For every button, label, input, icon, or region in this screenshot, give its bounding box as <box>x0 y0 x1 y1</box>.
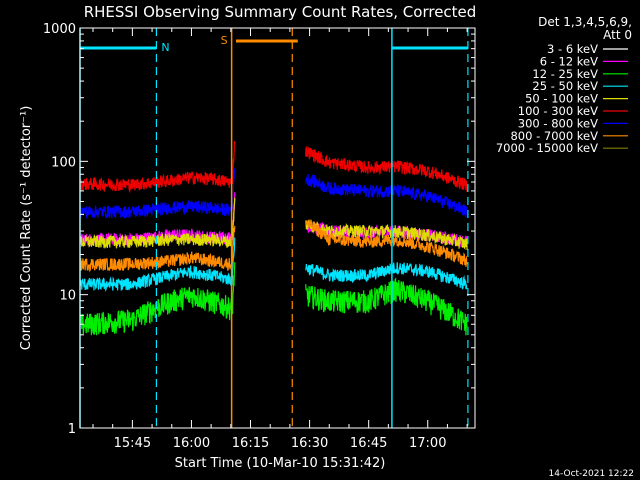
y-tick-label: 10 <box>59 289 76 304</box>
series-line-100-300-kev-part2 <box>305 146 468 193</box>
chart-title: RHESSI Observing Summary Count Rates, Co… <box>84 3 477 21</box>
x-tick-label: 16:00 <box>173 436 210 451</box>
x-axis-label: Start Time (10-Mar-10 15:31:42) <box>175 456 386 471</box>
series-line-25-50-kev-part1 <box>79 237 236 293</box>
legend-label: 12 - 25 keV <box>532 67 598 81</box>
plot-area: NS <box>79 28 469 428</box>
y-tick-label: 100 <box>51 155 76 170</box>
series-line-300-800-kev-part2 <box>305 173 468 218</box>
y-axis-label: Corrected Count Rate (s⁻¹ detector⁻¹) <box>19 106 34 351</box>
x-tick-label: 15:45 <box>114 436 151 451</box>
series-line-50-100-kev-part1 <box>79 197 236 249</box>
legend-header-line-1: Det 1,3,4,5,6,9, <box>538 15 632 29</box>
legend-label: 300 - 800 keV <box>518 116 598 130</box>
footer-date: 14-Oct-2021 12:22 <box>549 469 634 479</box>
saa-label: S <box>221 34 228 47</box>
series-line-12-25-kev-part1 <box>79 262 236 336</box>
x-tick-label: 16:30 <box>291 436 328 451</box>
series-line-100-300-kev-part1 <box>79 141 236 194</box>
x-tick-label: 16:45 <box>350 436 387 451</box>
axes: 1 10 100 1000 15:45 16:00 16:15 16:30 16:45 17:00 <box>43 22 476 451</box>
plot-frame <box>79 27 476 429</box>
legend-header-line-2: Att 0 <box>603 28 632 42</box>
x-tick-label: 16:15 <box>232 436 269 451</box>
series-line-800-7000-kev-part2 <box>305 219 468 267</box>
y-tick-label: 1000 <box>43 22 76 37</box>
legend-label: 800 - 7000 keV <box>510 129 598 143</box>
legend-label: 3 - 6 keV <box>547 42 598 56</box>
series-line-25-50-kev-part2 <box>305 262 468 290</box>
y-tick-label: 1 <box>68 422 76 437</box>
legend-label: 50 - 100 keV <box>525 92 598 106</box>
series-line-12-25-kev-part2 <box>305 277 468 336</box>
legend-label: 100 - 300 keV <box>518 104 598 118</box>
series-line-50-100-kev-part2 <box>305 219 468 251</box>
legend-label: 6 - 12 keV <box>540 54 598 68</box>
series-line-3-6-kev-part1 <box>79 208 236 262</box>
legend-label: 7000 - 15000 keV <box>496 141 598 155</box>
x-tick-label: 17:00 <box>409 436 446 451</box>
night-label: N <box>161 41 169 54</box>
series-line-300-800-kev-part1 <box>79 168 236 219</box>
series-line-800-7000-kev-part1 <box>79 225 236 273</box>
legend-label: 25 - 50 keV <box>532 79 598 93</box>
